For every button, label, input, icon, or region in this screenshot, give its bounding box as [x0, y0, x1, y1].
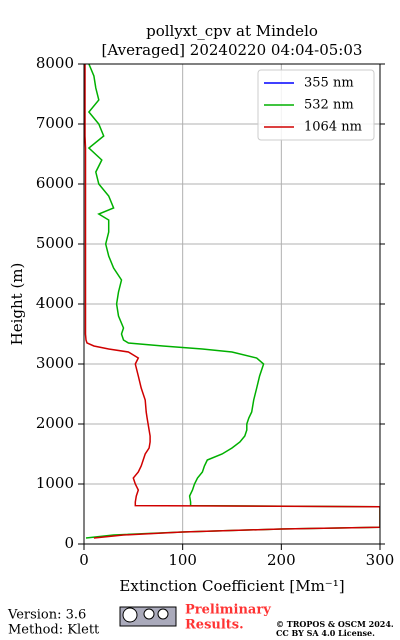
y-tick-label: 7000	[36, 114, 74, 132]
chart-title: pollyxt_cpv at Mindelo	[146, 22, 318, 40]
x-tick-label: 0	[79, 551, 89, 569]
profile-line	[84, 64, 380, 539]
y-tick-label: 3000	[36, 354, 74, 372]
y-tick-label: 5000	[36, 234, 74, 252]
preliminary: Preliminary	[185, 603, 271, 618]
plot-frame	[83, 63, 381, 545]
plot-area	[84, 64, 380, 539]
results: Results.	[185, 618, 244, 633]
x-tick-label: 200	[267, 551, 296, 569]
copyright: © TROPOS & OSCM 2024.	[276, 619, 394, 629]
chart-subtitle: [Averaged] 20240220 04:04-05:03	[102, 41, 363, 59]
y-tick-label: 4000	[36, 294, 74, 312]
y-axis-label: Height (m)	[8, 263, 26, 346]
cc-badge	[119, 606, 177, 627]
legend-label: 355 nm	[304, 76, 354, 91]
legend-label: 532 nm	[304, 98, 354, 113]
x-tick-label: 100	[168, 551, 197, 569]
version: Version: 3.6	[7, 608, 86, 623]
license: CC BY SA 4.0 License.	[276, 628, 375, 638]
y-tick-label: 8000	[36, 54, 74, 72]
y-tick-label: 6000	[36, 174, 74, 192]
profile-line	[85, 64, 380, 539]
method: Method: Klett	[8, 623, 100, 638]
x-axis-label: Extinction Coefficient [Mm⁻¹]	[119, 577, 344, 595]
x-tick-label: 300	[366, 551, 395, 569]
legend-box	[257, 69, 375, 141]
y-tick-label: 0	[64, 534, 74, 552]
y-tick-label: 1000	[36, 474, 74, 492]
y-tick-label: 2000	[36, 414, 74, 432]
legend-label: 1064 nm	[304, 120, 362, 135]
